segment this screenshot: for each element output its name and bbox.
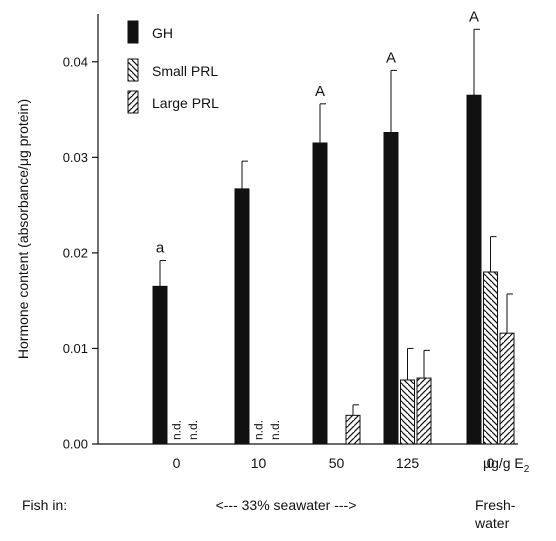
- x-tick-label: 50: [329, 455, 345, 471]
- legend-label: Large PRL: [152, 95, 219, 111]
- x-tick-label: 125: [396, 455, 420, 471]
- bar: [400, 379, 415, 445]
- not-detected-label: n.d.: [170, 420, 184, 440]
- y-tick-label: 0.02: [63, 245, 88, 260]
- seawater-label: <--- 33% seawater --->: [216, 497, 357, 513]
- significance-label: A: [469, 8, 479, 25]
- significance-label: A: [315, 83, 325, 100]
- bar: [152, 285, 168, 445]
- y-tick-label: 0.04: [63, 54, 88, 69]
- y-tick-label: 0.00: [63, 437, 88, 452]
- x-tick-label: 0: [173, 455, 181, 471]
- legend-swatch: [127, 20, 139, 44]
- fish-in-label: Fish in:: [22, 497, 67, 513]
- y-tick-label: 0.03: [63, 150, 88, 165]
- legend-label: Small PRL: [152, 63, 218, 79]
- bar: [483, 271, 498, 445]
- bar: [234, 188, 250, 445]
- not-detected-label: n.d.: [268, 420, 282, 440]
- legend-swatch: [127, 90, 139, 114]
- x-unit-subscript: 2: [524, 464, 530, 475]
- freshwater-label-line1: Fresh-: [475, 497, 516, 513]
- y-tick-label: 0.01: [63, 341, 88, 356]
- x-tick-label: 10: [251, 455, 267, 471]
- bar: [345, 414, 361, 445]
- bar: [383, 131, 399, 445]
- bar: [466, 94, 482, 445]
- x-unit-label: μg/g E2: [483, 455, 530, 475]
- not-detected-label: n.d.: [186, 420, 200, 440]
- bar: [499, 332, 515, 445]
- legend-swatch: [127, 58, 139, 82]
- y-axis-title: Hormone content (absorbance/μg protein): [15, 99, 31, 359]
- bar: [416, 377, 432, 445]
- x-tick-label: 0: [487, 455, 495, 471]
- significance-label: A: [386, 49, 396, 66]
- freshwater-label-line2: water: [474, 515, 510, 531]
- significance-label: a: [156, 240, 165, 257]
- bar: [312, 142, 328, 445]
- legend-label: GH: [152, 25, 173, 41]
- not-detected-label: n.d.: [252, 420, 266, 440]
